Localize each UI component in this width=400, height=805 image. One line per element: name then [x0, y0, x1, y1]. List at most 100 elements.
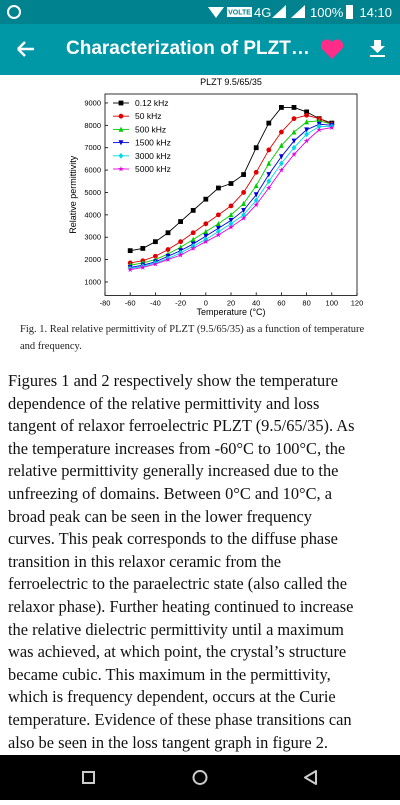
y-tick-label: 5000	[84, 188, 101, 197]
series-line	[130, 125, 332, 269]
data-point	[202, 238, 209, 245]
volte-badge	[227, 7, 252, 17]
text-line: Figures 1 and 2 respectively show the te…	[8, 371, 338, 390]
data-point	[178, 219, 183, 224]
text-line: curves. This peak corresponds to the dif…	[8, 529, 338, 549]
data-point	[291, 105, 297, 110]
text-line: became cubic. This maximum in the permit…	[8, 664, 331, 684]
data-point	[190, 236, 196, 242]
data-point	[291, 129, 297, 135]
signal-icon	[291, 5, 305, 18]
text-line: relative permittivity generally increase…	[8, 461, 339, 481]
x-axis-label: Temperature (°C)	[196, 307, 265, 317]
data-point	[216, 185, 221, 191]
data-point	[303, 137, 310, 144]
download-button[interactable]	[370, 40, 385, 57]
data-point	[265, 184, 272, 191]
favorite-button[interactable]	[320, 39, 344, 59]
data-point	[316, 126, 323, 133]
data-point	[304, 127, 309, 133]
data-point	[241, 211, 246, 218]
data-point	[253, 182, 259, 189]
y-tick-label: 6000	[84, 166, 101, 175]
data-point	[240, 215, 247, 221]
signal-text: 4G	[254, 5, 271, 20]
data-point	[216, 220, 221, 227]
data-point	[228, 224, 234, 230]
data-point	[279, 142, 284, 148]
x-tick-label: -60	[125, 298, 136, 307]
data-point	[216, 225, 221, 232]
signal-icon	[272, 5, 286, 18]
legend-label: 50 kHz	[135, 111, 161, 121]
figure-caption: Fig. 1. Real relative permittivity of PL…	[20, 324, 365, 352]
nav-icons	[82, 770, 317, 785]
data-point	[291, 116, 297, 122]
legend-marker	[118, 126, 124, 132]
data-point	[266, 147, 272, 153]
legend-label: 0.12 kHz	[135, 98, 169, 108]
data-point	[190, 230, 196, 236]
legend-marker	[118, 113, 124, 119]
back-nav-button[interactable]	[304, 770, 317, 785]
data-point	[266, 120, 272, 126]
data-point	[140, 246, 146, 251]
x-tick-label: 120	[351, 298, 364, 307]
y-tick-label: 9000	[84, 98, 101, 107]
data-point	[152, 261, 159, 267]
app-bar: Characterization of PLZT…	[0, 24, 400, 75]
text-line: tangent of relaxor ferroelectric PLZT (9…	[8, 416, 355, 436]
notification-icon	[7, 5, 21, 19]
text-line: dependence of the relative permittivity …	[8, 393, 320, 413]
data-point	[178, 239, 184, 245]
data-point	[190, 245, 197, 251]
data-point	[241, 200, 246, 207]
recents-button[interactable]	[82, 771, 95, 784]
data-point	[228, 212, 234, 218]
y-tick-label: 4000	[84, 210, 101, 219]
y-tick-label: 3000	[84, 233, 101, 242]
text-line: transition in this relaxor ceramic from …	[8, 551, 282, 571]
data-point	[266, 178, 272, 185]
app-bar-icons	[17, 39, 385, 59]
data-point	[278, 167, 285, 173]
text-line: which is frequency dependent, occurs at …	[8, 687, 336, 707]
data-point	[153, 239, 158, 245]
data-point	[304, 119, 309, 125]
data-point	[165, 247, 171, 252]
data-point	[165, 230, 171, 236]
data-point	[279, 154, 284, 160]
text-line: was achieved, at which point, the crysta…	[8, 642, 347, 662]
x-tick-label: 80	[302, 298, 310, 307]
x-tick-label: -40	[150, 298, 161, 307]
legend-label: 500 kHz	[135, 124, 166, 134]
data-point	[203, 233, 209, 239]
volte-text: VOLTE	[228, 10, 251, 17]
data-point	[190, 207, 196, 213]
data-point	[177, 252, 184, 258]
back-button[interactable]	[17, 41, 34, 57]
clock: 14:10	[359, 5, 392, 20]
data-point	[253, 145, 259, 151]
data-point	[153, 253, 158, 259]
data-point	[165, 256, 171, 263]
x-tick-label: 20	[227, 298, 235, 307]
legend-label: 5000 kHz	[135, 164, 171, 174]
x-tick-label: 60	[277, 298, 285, 307]
paragraph: Figures 1 and 2 respectively show the te…	[8, 370, 355, 754]
data-point	[127, 248, 133, 254]
text-line: unfreezing of domains. Between 0°C and 1…	[8, 483, 332, 503]
battery-icon	[346, 5, 353, 19]
data-point	[291, 138, 297, 144]
legend-marker	[118, 100, 124, 106]
x-tick-label: 0	[204, 298, 208, 307]
text-line: broad peak can be seen in the lower freq…	[8, 506, 312, 526]
data-point	[228, 220, 234, 227]
series-line	[130, 127, 332, 271]
text-line: relaxor phase). Further heating continue…	[8, 596, 354, 616]
x-tick-label: -80	[100, 298, 111, 307]
home-button[interactable]	[192, 770, 208, 785]
y-tick-label: 7000	[84, 143, 101, 152]
data-point	[228, 203, 234, 209]
